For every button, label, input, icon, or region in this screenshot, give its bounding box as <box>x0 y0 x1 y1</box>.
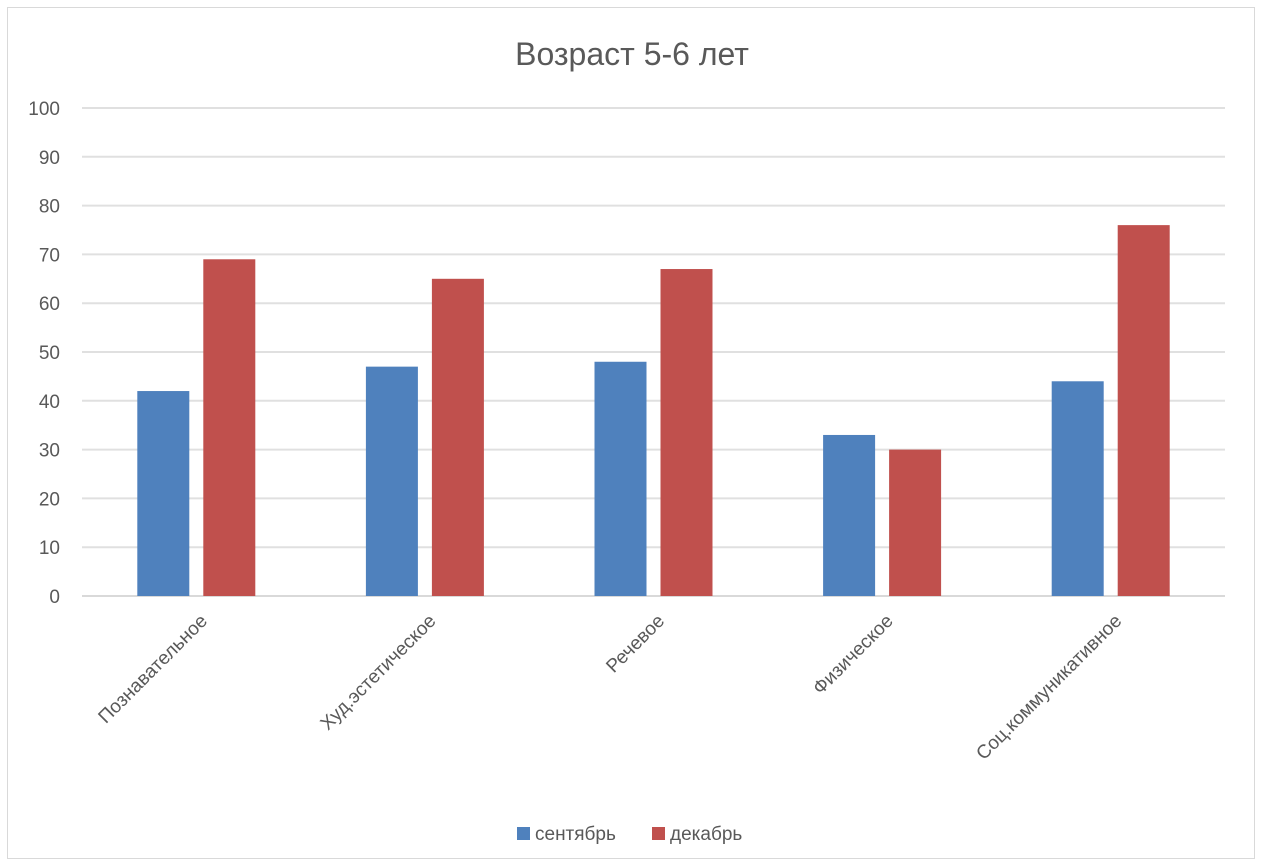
y-tick-label: 70 <box>39 245 60 266</box>
x-tick-label: Соц.коммуникативное <box>973 611 1127 765</box>
legend-swatch <box>652 827 665 840</box>
y-tick-label: 40 <box>39 392 60 413</box>
bar-series-1 <box>823 434 876 596</box>
y-tick-label: 100 <box>28 99 60 120</box>
y-tick-label: 20 <box>39 489 60 510</box>
bar-series-1 <box>137 391 190 596</box>
bars <box>137 225 1170 596</box>
bar-series-2 <box>660 269 713 596</box>
y-tick-label: 50 <box>39 343 60 364</box>
bar-series-1 <box>594 361 647 596</box>
x-axis-labels: Познавательное Худ.эстетическое Речевое Физ… <box>95 611 1127 765</box>
y-tick-label: 0 <box>49 587 60 608</box>
bar-series-2 <box>889 449 942 596</box>
gridlines <box>82 107 1225 597</box>
bar-series-1 <box>1051 381 1104 596</box>
x-tick-label: Познавательное <box>95 611 212 728</box>
y-tick-label: 80 <box>39 197 60 218</box>
y-tick-label: 90 <box>39 148 60 169</box>
legend-label: декабрь <box>670 824 742 845</box>
x-tick-label: Речевое <box>602 611 669 678</box>
bar-series-2 <box>1117 225 1170 596</box>
y-axis-ticks: 0 10 20 30 40 50 60 70 80 90 100 <box>28 99 60 608</box>
bar-series-1 <box>365 366 418 596</box>
y-tick-label: 60 <box>39 294 60 315</box>
chart-title: Возраст 5-6 лет <box>515 36 749 72</box>
x-tick-label: Физическое <box>809 611 897 699</box>
legend: сентябрь декабрь <box>517 824 742 845</box>
x-tick-label: Худ.эстетическое <box>317 611 441 735</box>
legend-label: сентябрь <box>535 824 616 845</box>
legend-swatch <box>517 827 530 840</box>
y-tick-label: 10 <box>39 538 60 559</box>
y-tick-label: 30 <box>39 441 60 462</box>
bar-series-2 <box>431 278 484 596</box>
bar-series-2 <box>203 259 256 596</box>
